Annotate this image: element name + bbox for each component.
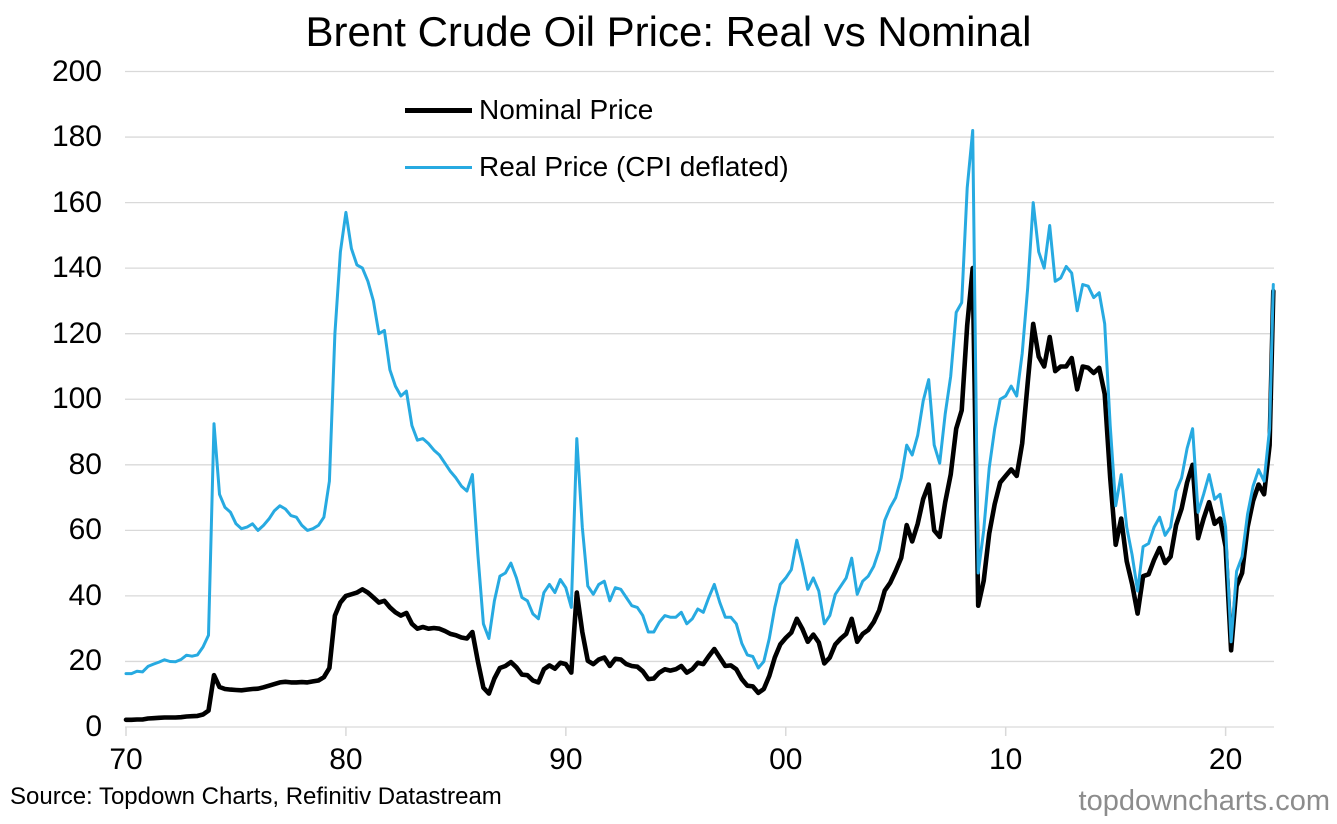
x-tick-label: 90 [549, 743, 583, 776]
y-tick-label: 200 [51, 54, 102, 88]
y-tick-label: 20 [68, 644, 102, 678]
x-tick-label: 80 [329, 743, 363, 776]
x-tick-label: 00 [769, 743, 803, 776]
y-tick-label: 60 [68, 513, 102, 547]
legend-label-real: Real Price (CPI deflated) [479, 151, 789, 182]
chart-title: Brent Crude Oil Price: Real vs Nominal [305, 8, 1032, 55]
y-tick-label: 120 [51, 316, 102, 350]
legend-item-nominal: Nominal Price [405, 94, 653, 126]
y-tick-label: 40 [68, 578, 102, 612]
x-tick-label: 70 [109, 743, 143, 776]
real-price-line [124, 129, 1275, 676]
y-tick-label: 100 [51, 382, 102, 416]
y-tick-label: 140 [51, 251, 102, 285]
real-line-swatch [405, 165, 472, 169]
x-tick-label: 20 [1208, 743, 1243, 776]
y-tick-label: 180 [51, 120, 102, 154]
y-tick-label: 0 [85, 710, 102, 743]
y-tick-label: 160 [51, 185, 102, 219]
legend-item-real: Real Price (CPI deflated) [405, 151, 789, 183]
legend-label-nominal: Nominal Price [479, 94, 654, 125]
watermark: topdowncharts.com [1078, 785, 1330, 817]
source-note: Source: Topdown Charts, Refinitiv Datast… [10, 783, 502, 810]
nominal-line-swatch [405, 107, 472, 113]
y-tick-label: 80 [68, 447, 102, 481]
nominal-price-line [123, 265, 1276, 723]
x-tick-label: 10 [989, 743, 1023, 776]
